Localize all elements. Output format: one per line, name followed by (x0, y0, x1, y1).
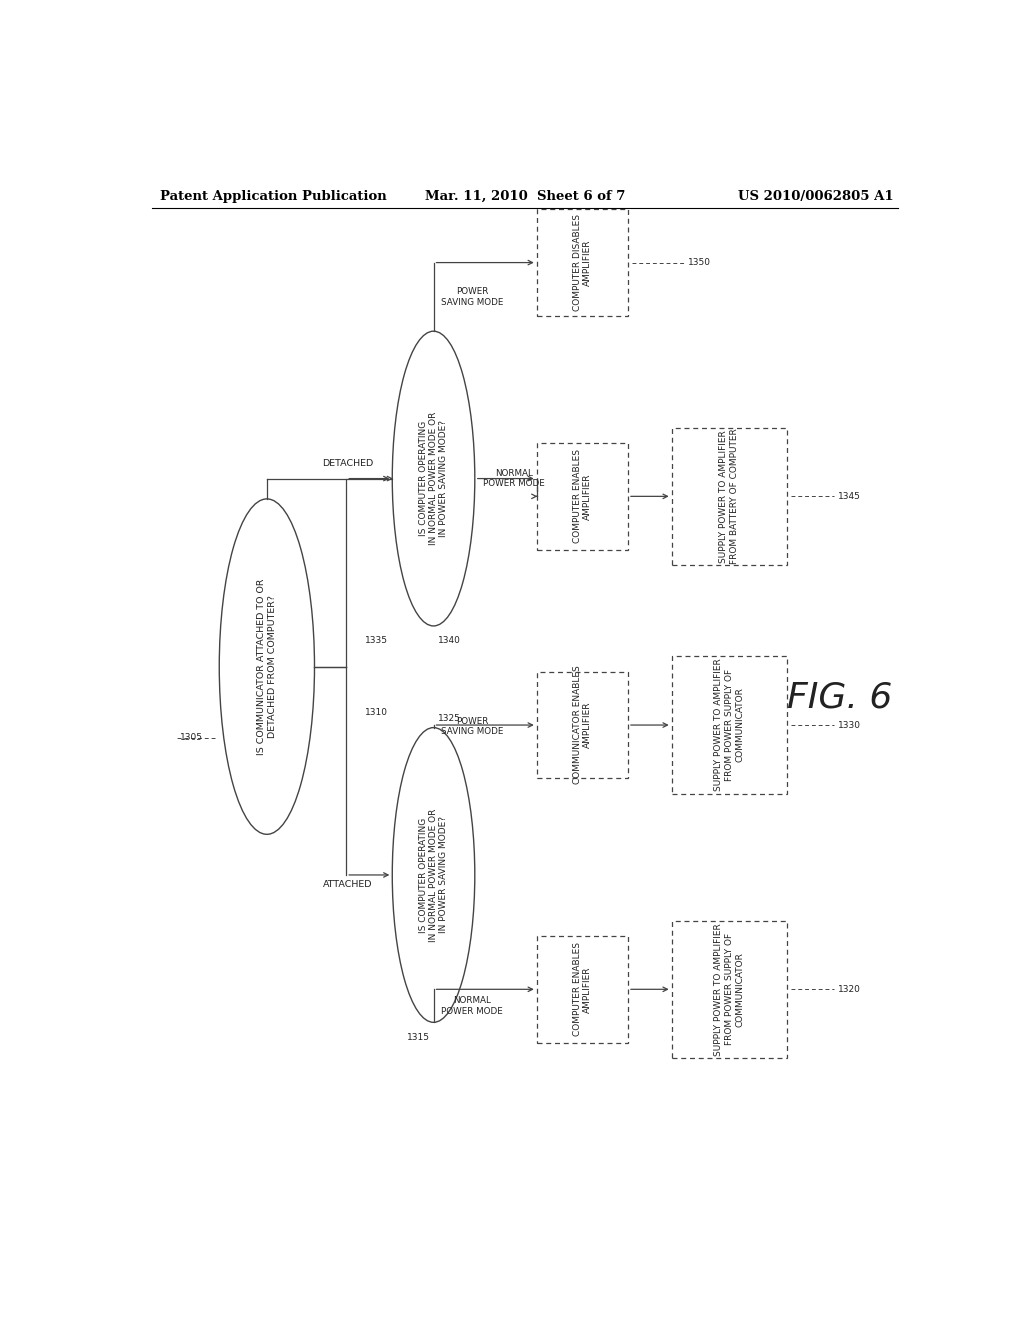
Text: POWER
SAVING MODE: POWER SAVING MODE (441, 717, 504, 737)
Text: NORMAL
POWER MODE: NORMAL POWER MODE (441, 997, 503, 1015)
Text: 1310: 1310 (366, 709, 388, 718)
Text: IS COMPUTER OPERATING
IN NORMAL POWER MODE OR
IN POWER SAVING MODE?: IS COMPUTER OPERATING IN NORMAL POWER MO… (419, 412, 449, 545)
Text: FIG. 6: FIG. 6 (786, 680, 892, 714)
Text: COMPUTER DISABLES
AMPLIFIER: COMPUTER DISABLES AMPLIFIER (572, 214, 592, 312)
Text: 1305: 1305 (179, 733, 203, 742)
Text: COMPUTER ENABLES
AMPLIFIER: COMPUTER ENABLES AMPLIFIER (572, 942, 592, 1036)
Text: 1350: 1350 (687, 259, 711, 267)
Text: 1340: 1340 (437, 636, 461, 645)
Bar (537, 444, 628, 549)
Text: COMMUNICATOR ENABLES
AMPLIFIER: COMMUNICATOR ENABLES AMPLIFIER (572, 665, 592, 784)
Text: Patent Application Publication: Patent Application Publication (160, 190, 386, 202)
Bar (537, 672, 628, 779)
Text: DETACHED: DETACHED (323, 459, 374, 469)
Text: SUPPLY POWER TO AMPLIFIER
FROM BATTERY OF COMPUTER: SUPPLY POWER TO AMPLIFIER FROM BATTERY O… (720, 429, 739, 564)
Text: NORMAL
POWER MODE: NORMAL POWER MODE (482, 469, 545, 488)
Text: POWER
SAVING MODE: POWER SAVING MODE (441, 288, 504, 306)
Text: SUPPLY POWER TO AMPLIFIER
FROM POWER SUPPLY OF
COMMUNICATOR: SUPPLY POWER TO AMPLIFIER FROM POWER SUP… (715, 923, 744, 1056)
Bar (537, 936, 628, 1043)
Text: 1345: 1345 (839, 492, 861, 500)
Text: SUPPLY POWER TO AMPLIFIER
FROM POWER SUPPLY OF
COMMUNICATOR: SUPPLY POWER TO AMPLIFIER FROM POWER SUP… (715, 659, 744, 792)
Text: COMPUTER ENABLES
AMPLIFIER: COMPUTER ENABLES AMPLIFIER (572, 449, 592, 544)
Text: US 2010/0062805 A1: US 2010/0062805 A1 (738, 190, 894, 202)
Text: Mar. 11, 2010  Sheet 6 of 7: Mar. 11, 2010 Sheet 6 of 7 (425, 190, 625, 202)
Bar (537, 210, 628, 315)
Text: 1335: 1335 (366, 636, 388, 645)
Text: 1330: 1330 (839, 721, 861, 730)
Text: 1315: 1315 (407, 1032, 430, 1041)
Text: IS COMPUTER OPERATING
IN NORMAL POWER MODE OR
IN POWER SAVING MODE?: IS COMPUTER OPERATING IN NORMAL POWER MO… (419, 808, 449, 941)
Bar (672, 921, 786, 1057)
Text: 1320: 1320 (839, 985, 861, 994)
Text: IS COMMUNICATOR ATTACHED TO OR
DETACHED FROM COMPUTER?: IS COMMUNICATOR ATTACHED TO OR DETACHED … (257, 578, 276, 755)
Text: 1325: 1325 (437, 714, 461, 722)
Text: ATTACHED: ATTACHED (323, 880, 372, 890)
Bar (672, 428, 786, 565)
Bar (672, 656, 786, 793)
